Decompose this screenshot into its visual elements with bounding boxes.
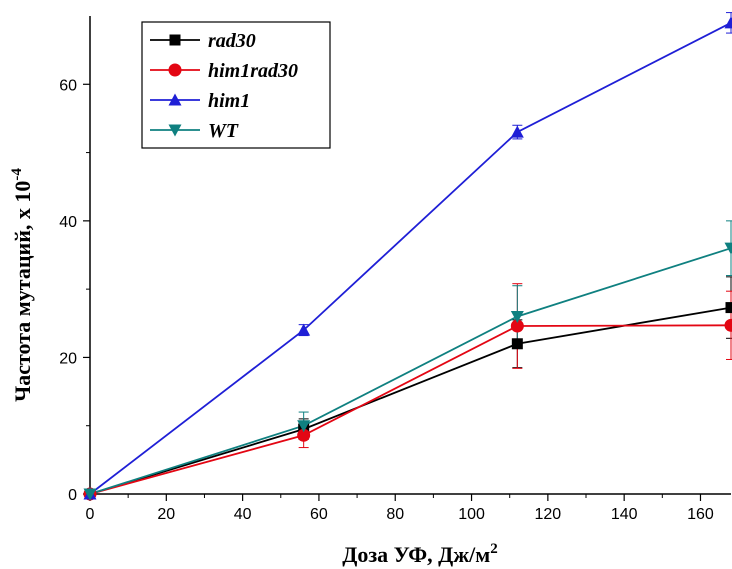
legend-marker-him1rad30 — [168, 63, 182, 77]
legend-marker-wt — [168, 124, 182, 137]
x-tick-label: 140 — [611, 506, 638, 523]
him1rad30-series-line — [89, 324, 732, 495]
legend-label-him1rad30: him1rad30 — [208, 60, 298, 82]
x-axis-title: Доза УФ, Дж/м2 — [342, 541, 498, 567]
wt-point — [724, 242, 732, 255]
plot-area: 0 20 40 60 80 100 120 140 160 0 20 40 60 — [59, 12, 732, 523]
wt-point — [510, 310, 524, 323]
x-tick-label: 80 — [386, 506, 404, 523]
legend-label-wt: WT — [208, 120, 239, 142]
x-tick-label: 100 — [458, 506, 485, 523]
y-tick-label: 0 — [68, 487, 77, 504]
x-tick-label: 40 — [234, 506, 252, 523]
rad30-point — [511, 338, 523, 350]
y-tick-label: 20 — [59, 350, 77, 367]
wt-point — [83, 488, 97, 501]
legend-label-him1: him1 — [208, 90, 250, 112]
him1-point — [724, 16, 732, 29]
legend-label-rad30: rad30 — [208, 30, 256, 52]
him1-point — [297, 323, 311, 336]
y-tick-label: 60 — [59, 77, 77, 94]
x-tick-label: 120 — [535, 506, 562, 523]
y-tick-label: 40 — [59, 214, 77, 231]
y-axis-title: Частота мутаций, х 10-4 — [9, 168, 35, 402]
legend-marker-him1 — [168, 93, 182, 106]
x-tick-label: 60 — [310, 506, 328, 523]
him1rad30-point — [297, 428, 311, 442]
legend-marker-rad30 — [169, 34, 181, 46]
x-tick-label: 0 — [86, 506, 95, 523]
him1rad30-point — [724, 318, 732, 332]
x-tick-label: 160 — [687, 506, 714, 523]
him1-series-line — [89, 22, 732, 495]
him1-point — [510, 125, 524, 138]
wt-point — [297, 420, 311, 433]
wt-series-line — [89, 247, 732, 495]
x-tick-label: 20 — [157, 506, 175, 523]
legend: rad30 him1rad30 him1 WT — [141, 21, 331, 149]
him1rad30-point — [510, 319, 524, 333]
rad30-series-line — [89, 306, 732, 495]
rad30-point — [725, 302, 732, 314]
